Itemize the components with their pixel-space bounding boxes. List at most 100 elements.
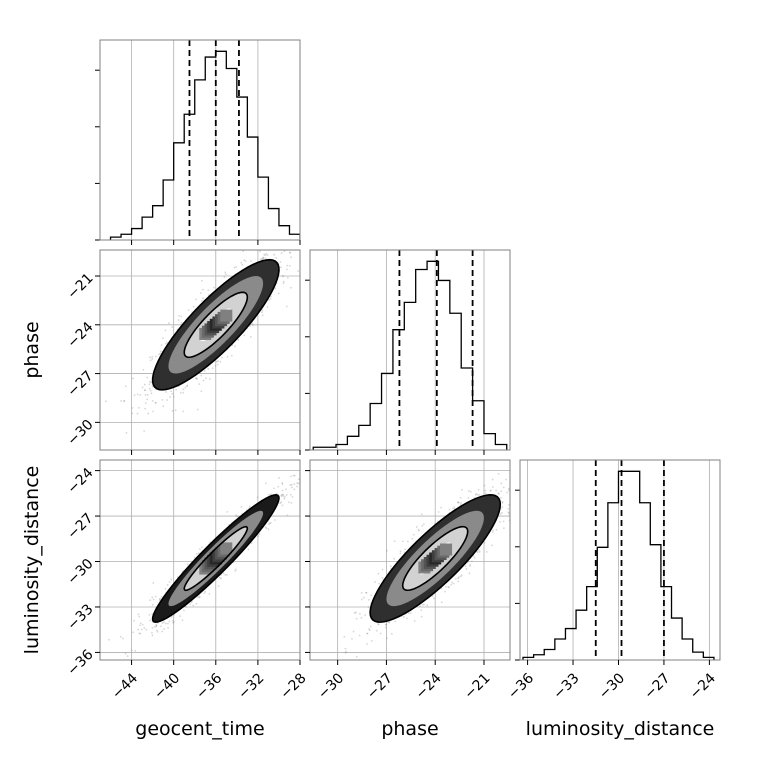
scatter-point <box>355 611 357 614</box>
scatter-point <box>432 597 435 600</box>
scatter-point <box>143 627 146 629</box>
scatter-point <box>234 570 237 572</box>
scatter-point <box>233 266 236 269</box>
scatter-point <box>319 468 321 470</box>
scatter-point <box>296 482 299 485</box>
scatter-point <box>151 631 153 634</box>
scatter-point <box>159 352 162 355</box>
x-tick-label: −27 <box>364 670 396 702</box>
scatter-point <box>298 231 300 233</box>
scatter-point <box>170 390 173 393</box>
scatter-point <box>457 580 460 583</box>
scatter-point <box>151 355 154 358</box>
scatter-point <box>399 552 402 555</box>
scatter-point <box>289 251 292 254</box>
histogram-bar <box>661 587 672 660</box>
scatter-point <box>500 511 503 514</box>
scatter-point <box>285 268 288 271</box>
scatter-point <box>515 467 517 469</box>
scatter-point <box>218 576 221 579</box>
scatter-point <box>507 511 510 514</box>
histogram-bar <box>226 68 237 240</box>
scatter-point <box>104 400 107 403</box>
scatter-point <box>215 360 218 363</box>
scatter-point <box>508 503 510 506</box>
scatter-point <box>270 493 272 496</box>
scatter-point <box>453 506 456 509</box>
scatter-point <box>511 498 513 500</box>
scatter-point <box>275 257 278 259</box>
scatter-point <box>491 531 494 533</box>
scatter-point <box>153 625 156 628</box>
histogram-bar <box>650 545 661 660</box>
scatter-point <box>518 539 520 541</box>
y-tick-label: −27 <box>64 510 96 542</box>
scatter-point <box>160 344 163 347</box>
scatter-point <box>355 655 358 658</box>
scatter-point <box>358 612 361 615</box>
scatter-point <box>361 663 363 665</box>
scatter-point <box>501 506 504 508</box>
scatter-point <box>139 632 142 635</box>
scatter-point <box>368 628 370 630</box>
scatter-point <box>285 494 288 496</box>
scatter-point <box>511 471 513 473</box>
scatter-point <box>374 581 377 583</box>
scatter-point <box>269 295 272 298</box>
histogram-panel-phase <box>305 249 511 455</box>
scatter-point <box>189 603 192 606</box>
scatter-point <box>297 270 300 272</box>
histogram-bar <box>495 445 506 450</box>
scatter-point <box>268 493 270 496</box>
scatter-point <box>259 258 262 261</box>
density-contour-line <box>183 291 249 359</box>
histogram-bar <box>132 229 143 240</box>
scatter-point <box>203 592 206 595</box>
scatter-point <box>133 394 136 397</box>
scatter-point <box>500 482 503 485</box>
scatter-point <box>132 377 135 380</box>
scatter-point <box>193 556 196 559</box>
density-contour-line <box>401 525 469 592</box>
panel-frame <box>309 249 511 451</box>
scatter-point <box>199 292 202 294</box>
scatter-point <box>381 576 384 579</box>
scatter-point <box>403 551 406 554</box>
scatter-point <box>250 260 252 263</box>
density-marks <box>104 231 300 434</box>
scatter-point <box>262 258 265 261</box>
scatter-panel-geocent-time-vs-luminosity-distance: −44 −40 −36 −32 −28 −36 −33 −30 −27 −24 <box>64 459 321 703</box>
scatter-point <box>259 250 262 253</box>
scatter-point <box>352 630 355 633</box>
histogram-bar <box>195 80 206 240</box>
scatter-point <box>164 329 167 332</box>
scatter-point <box>448 586 450 589</box>
scatter-point <box>139 394 142 396</box>
scatter-point <box>378 582 380 585</box>
histogram-bar <box>629 471 640 660</box>
scatter-point <box>297 478 300 481</box>
scatter-point <box>505 478 507 481</box>
scatter-point <box>491 486 494 488</box>
scatter-point <box>502 486 505 489</box>
density-cell <box>220 309 233 322</box>
scatter-point <box>201 546 203 549</box>
scatter-point <box>219 360 222 363</box>
scatter-point <box>467 490 470 492</box>
scatter-point <box>377 572 380 575</box>
scatter-point <box>457 501 460 504</box>
scatter-point <box>474 493 477 496</box>
scatter-point <box>132 631 135 634</box>
scatter-point <box>478 550 481 553</box>
scatter-point <box>518 492 520 494</box>
density-marks <box>343 467 520 665</box>
histogram-bar <box>174 143 185 240</box>
scatter-point <box>490 544 493 547</box>
scatter-point <box>289 483 292 486</box>
histogram-bar <box>237 97 248 240</box>
scatter-point <box>136 412 139 415</box>
scatter-point <box>214 365 217 367</box>
scatter-point <box>164 587 167 590</box>
histogram-bar <box>258 177 269 240</box>
scatter-point <box>222 572 225 575</box>
